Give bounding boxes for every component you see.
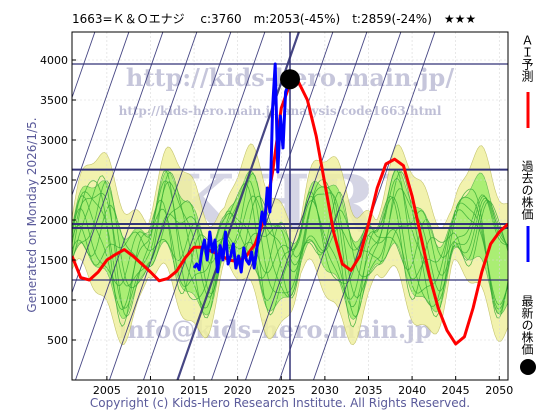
generated-date-label: Generated on Monday 2026/1/5. [25, 117, 39, 313]
trend-channel-line [72, 32, 130, 197]
trend-channel-line [143, 32, 266, 380]
y-tick-label: 3500 [40, 94, 68, 107]
trend-channel-line [109, 32, 232, 380]
y-tick-label: 500 [47, 334, 68, 347]
y-tick-label: 2500 [40, 174, 68, 187]
chart-title: 1663=Ｋ＆Ｏエナジ c:3760 m:2053(-45%) t:2859(-… [72, 12, 477, 26]
x-tick-label: 2020 [224, 384, 252, 397]
x-tick-label: 2040 [398, 384, 426, 397]
x-tick-label: 2005 [93, 384, 121, 397]
y-tick-label: 1000 [40, 294, 68, 307]
y-tick-label: 1500 [40, 254, 68, 267]
y-tick-label: 3000 [40, 134, 68, 147]
trend-channel-line [279, 32, 402, 380]
x-tick-label: 2015 [180, 384, 208, 397]
x-tick-label: 2045 [442, 384, 470, 397]
trend-channel-line [313, 32, 436, 380]
trend-channel-line [245, 32, 368, 380]
x-tick-label: 2030 [311, 384, 339, 397]
y-tick-label: 2000 [40, 214, 68, 227]
legend-past-price-label: 過去の株価 [520, 160, 534, 220]
legend-latest-price-label: 最新の株価 [520, 295, 534, 355]
trend-channel-line [72, 32, 164, 294]
legend-latest-price-swatch [520, 359, 536, 375]
copyright-footer: Copyright (c) Kids-Hero Research Institu… [89, 396, 471, 410]
latest-price-dot [280, 69, 300, 90]
trend-channel-line [0, 0, 8, 390]
trend-channel-line [211, 32, 334, 380]
y-tick-label: 4000 [40, 54, 68, 67]
x-tick-label: 2035 [354, 384, 382, 397]
x-tick-label: 2025 [267, 384, 295, 397]
x-tick-label: 2050 [485, 384, 513, 397]
legend-ai-forecast-label: ＡＩ予測 [520, 34, 534, 82]
x-tick-label: 2010 [136, 384, 164, 397]
trend-channel-line [75, 32, 198, 380]
past-price-line [192, 62, 290, 274]
trend-channel-line [72, 32, 96, 99]
